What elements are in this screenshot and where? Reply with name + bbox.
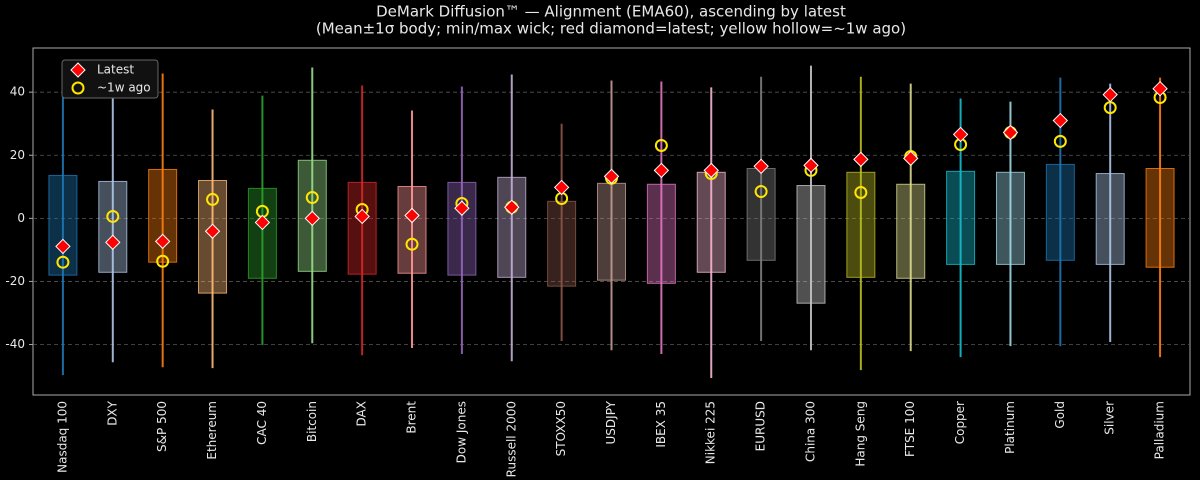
sigma-box — [995, 171, 1025, 265]
x-tick-label: Ethereum — [205, 401, 219, 460]
x-tick-label: Nasdaq 100 — [55, 401, 69, 473]
x-tick-label: FTSE 100 — [903, 401, 917, 457]
x-tick-label: Palladium — [1153, 401, 1167, 459]
x-tick-label: Hang Seng — [853, 401, 867, 467]
chart-subtitle: (Mean±1σ body; min/max wick; red diamond… — [316, 20, 906, 38]
sigma-box — [547, 200, 577, 287]
x-tick-label: USDJPY — [604, 400, 618, 444]
latest-marker — [204, 223, 221, 239]
x-tick-label: S&P 500 — [155, 401, 169, 452]
week-ago-marker — [305, 191, 319, 205]
latest-marker — [105, 234, 121, 251]
sigma-box — [98, 180, 128, 273]
latest-marker — [304, 210, 320, 227]
latest-marker — [454, 200, 470, 216]
x-tick-label: CAC 40 — [255, 401, 269, 445]
latest-marker — [853, 151, 869, 168]
x-tick-label: Silver — [1103, 401, 1117, 435]
latest-marker — [254, 214, 271, 231]
latest-marker — [55, 238, 71, 255]
latest-marker — [603, 168, 620, 185]
y-tick-label: 40 — [10, 85, 25, 99]
latest-marker — [1052, 112, 1069, 129]
sigma-box — [646, 183, 676, 284]
x-tick-label: DXY — [105, 400, 119, 425]
sigma-box — [347, 181, 377, 275]
plot-frame — [32, 47, 1191, 396]
latest-marker — [70, 62, 86, 78]
latest-marker — [553, 179, 570, 196]
latest-marker — [703, 162, 719, 179]
sigma-box — [896, 183, 926, 279]
y-tick-label: -20 — [5, 274, 25, 288]
latest-marker — [504, 199, 520, 216]
latest-marker — [952, 126, 969, 143]
y-tick-label: -40 — [5, 337, 25, 351]
latest-marker — [903, 150, 919, 167]
week-ago-marker — [754, 185, 768, 199]
week-ago-marker — [654, 138, 668, 152]
y-tick-label: 0 — [17, 211, 25, 225]
latest-marker — [1152, 80, 1168, 97]
latest-marker — [354, 208, 370, 225]
sigma-box — [597, 182, 626, 281]
x-tick-label: Gold — [1053, 401, 1067, 429]
week-ago-marker — [405, 237, 419, 251]
sigma-box — [1045, 163, 1075, 261]
week-ago-marker — [156, 254, 170, 268]
x-tick-label: DAX — [355, 401, 369, 426]
latest-marker — [803, 157, 819, 174]
sigma-box — [946, 170, 976, 265]
x-tick-label: Platinum — [1003, 401, 1017, 454]
sigma-box — [497, 176, 527, 278]
y-tick-label: 20 — [10, 148, 25, 162]
chart-title: DeMark Diffusion™ — Alignment (EMA60), a… — [376, 3, 846, 21]
sigma-box — [1145, 168, 1175, 268]
legend: Latest ~1w ago — [61, 59, 159, 99]
x-tick-label: STOXX50 — [554, 401, 568, 456]
sigma-box — [447, 181, 477, 276]
latest-marker — [1102, 86, 1118, 103]
x-tick-label: Bitcoin — [305, 401, 319, 442]
sigma-box — [796, 185, 826, 304]
sigma-box — [48, 174, 78, 276]
week-ago-marker — [106, 209, 120, 223]
week-ago-marker — [71, 81, 85, 95]
legend-label: ~1w ago — [97, 81, 151, 95]
x-tick-label: China 300 — [803, 401, 817, 462]
sigma-box — [696, 171, 726, 273]
sigma-box — [846, 171, 876, 278]
latest-marker — [653, 162, 670, 179]
x-tick-label: IBEX 35 — [654, 401, 668, 448]
x-tick-label: EURUSD — [754, 401, 768, 451]
legend-label: Latest — [97, 63, 134, 77]
week-ago-marker — [56, 255, 70, 269]
legend-box — [61, 59, 159, 99]
week-ago-marker — [206, 192, 220, 206]
sigma-box — [746, 168, 776, 261]
latest-marker — [1002, 124, 1019, 141]
x-tick-label: Russell 2000 — [504, 401, 518, 477]
latest-marker — [753, 158, 769, 175]
latest-marker — [154, 233, 171, 250]
x-tick-label: Brent — [405, 401, 419, 434]
week-ago-marker — [1053, 134, 1067, 148]
sigma-box — [247, 187, 277, 279]
x-tick-label: Nikkei 225 — [704, 401, 718, 464]
sigma-box — [397, 185, 427, 274]
x-tick-label: Dow Jones — [454, 401, 468, 463]
week-ago-marker — [854, 185, 868, 199]
sigma-box — [1095, 173, 1125, 265]
latest-marker — [404, 207, 420, 224]
x-tick-label: Copper — [953, 401, 967, 444]
